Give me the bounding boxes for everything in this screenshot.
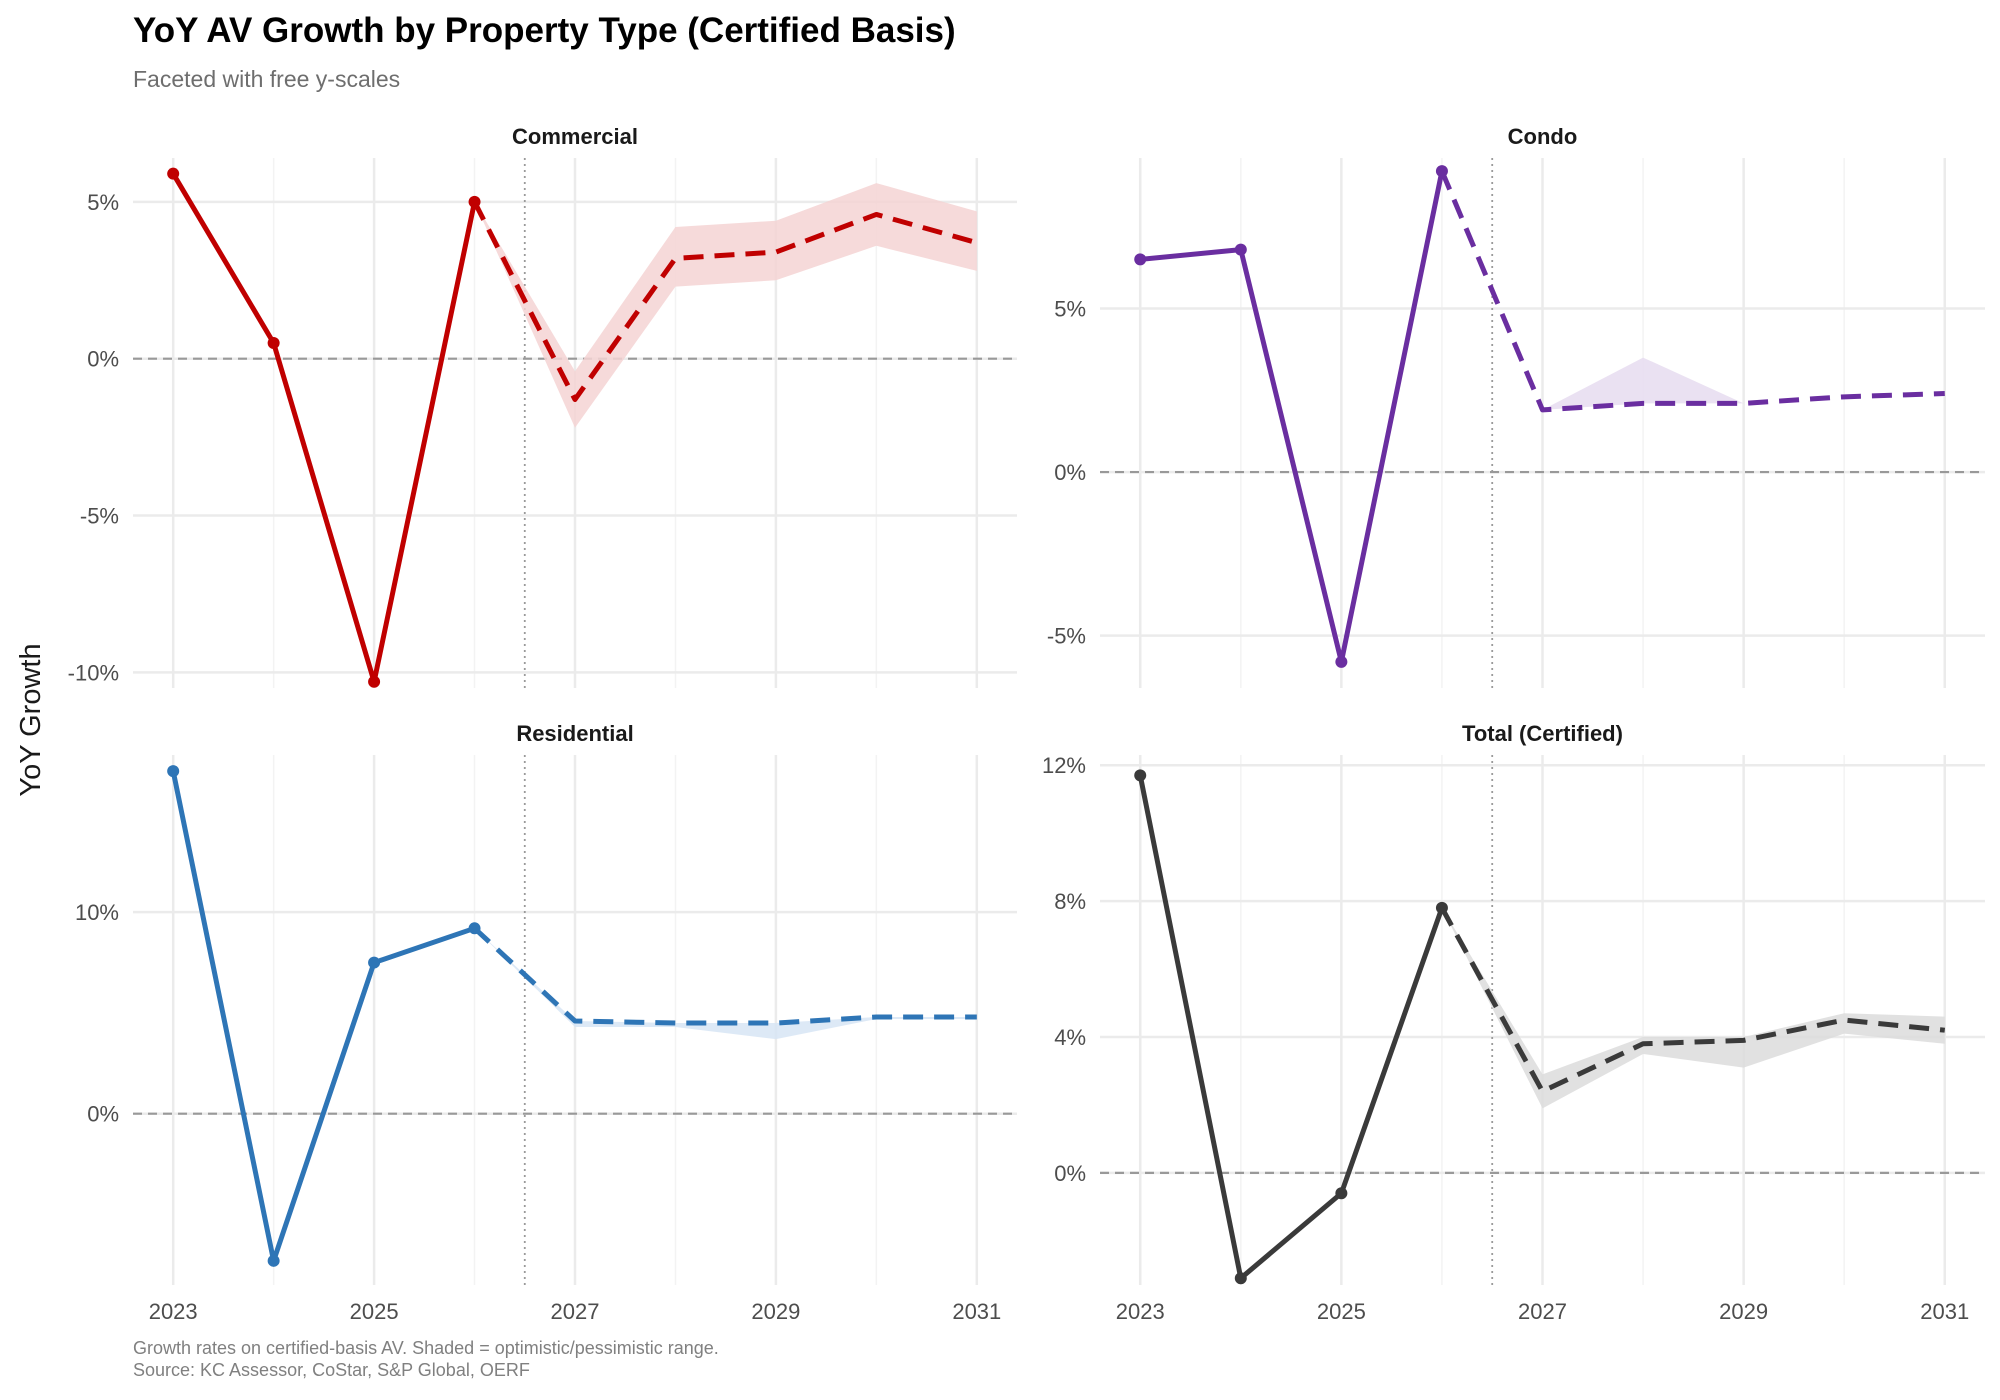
forecast-line	[472, 926, 977, 1026]
panel-residential: Residential 0% 10% 2023 2025 2027 2029 2031	[75, 721, 1017, 1324]
data-point	[468, 195, 481, 208]
y-tick-label: -5%	[1047, 624, 1086, 649]
data-point	[368, 675, 381, 688]
x-tick-label: 2031	[1920, 1299, 1969, 1324]
data-point	[1234, 243, 1247, 256]
panel-condo: Condo -5% 0% 5%	[1047, 124, 1985, 688]
data-point	[1435, 901, 1448, 914]
data-point	[1134, 769, 1147, 782]
data-point	[1435, 165, 1448, 178]
actual-line	[1139, 170, 1445, 665]
data-point	[167, 765, 180, 778]
x-tick-label: 2023	[1116, 1299, 1165, 1324]
x-tick-label: 2029	[751, 1299, 800, 1324]
x-tick-label: 2031	[952, 1299, 1001, 1324]
range-band	[1441, 907, 1945, 1109]
x-tick-label: 2025	[350, 1299, 399, 1324]
y-tick-label: 5%	[87, 190, 119, 215]
y-axis-label: YoY Growth	[15, 643, 47, 796]
x-tick-label: 2023	[149, 1299, 198, 1324]
actual-line	[1137, 774, 1445, 1281]
chart-subtitle: Faceted with free y-scales	[133, 66, 400, 92]
actual-line	[170, 770, 476, 1264]
y-tick-label: 5%	[1054, 296, 1086, 321]
facet-panels: Commercial -10% -5% 0% 5% Condo -5% 0% 5% Residen…	[68, 124, 1985, 1324]
y-tick-label: 0%	[87, 1102, 119, 1127]
panel-total-certified: Total (Certified) 0% 4% 8% 12% 2023 2025 2027 20…	[1042, 721, 1985, 1324]
y-tick-label: 0%	[1054, 1161, 1086, 1186]
forecast-line	[1439, 906, 1946, 1094]
data-point	[167, 167, 180, 180]
chart-title: YoY AV Growth by Property Type (Certifie…	[133, 11, 956, 50]
panel-title-total-certified: Total (Certified)	[1462, 721, 1623, 746]
data-point	[468, 922, 481, 935]
caption-line-1: Growth rates on certified-basis AV. Shad…	[133, 1338, 719, 1358]
panel-title-commercial: Commercial	[512, 124, 638, 149]
forecast-line	[1439, 170, 1945, 413]
data-point	[1335, 655, 1348, 668]
y-tick-label: 4%	[1054, 1025, 1086, 1050]
x-tick-label: 2025	[1317, 1299, 1366, 1324]
caption-line-2: Source: KC Assessor, CoStar, S&P Global,…	[133, 1360, 530, 1380]
forecast-line	[472, 200, 978, 402]
data-point	[267, 337, 280, 350]
y-tick-label: 12%	[1042, 753, 1086, 778]
data-point	[1335, 1187, 1348, 1200]
data-point	[1234, 1272, 1247, 1285]
panel-commercial: Commercial -10% -5% 0% 5%	[68, 124, 1017, 688]
actual-line	[171, 172, 477, 685]
y-tick-label: -10%	[68, 660, 119, 685]
data-point	[368, 956, 381, 969]
range-band	[1441, 171, 1945, 410]
panel-title-residential: Residential	[516, 721, 633, 746]
y-tick-label: 0%	[87, 347, 119, 372]
data-point	[1134, 253, 1147, 266]
data-point	[267, 1254, 280, 1267]
panel-title-condo: Condo	[1508, 124, 1578, 149]
y-tick-label: 8%	[1054, 889, 1086, 914]
y-tick-label: -5%	[80, 504, 119, 529]
x-tick-label: 2027	[551, 1299, 600, 1324]
y-tick-label: 0%	[1054, 460, 1086, 485]
x-tick-label: 2027	[1518, 1299, 1567, 1324]
x-tick-label: 2029	[1719, 1299, 1768, 1324]
y-tick-label: 10%	[75, 900, 119, 925]
